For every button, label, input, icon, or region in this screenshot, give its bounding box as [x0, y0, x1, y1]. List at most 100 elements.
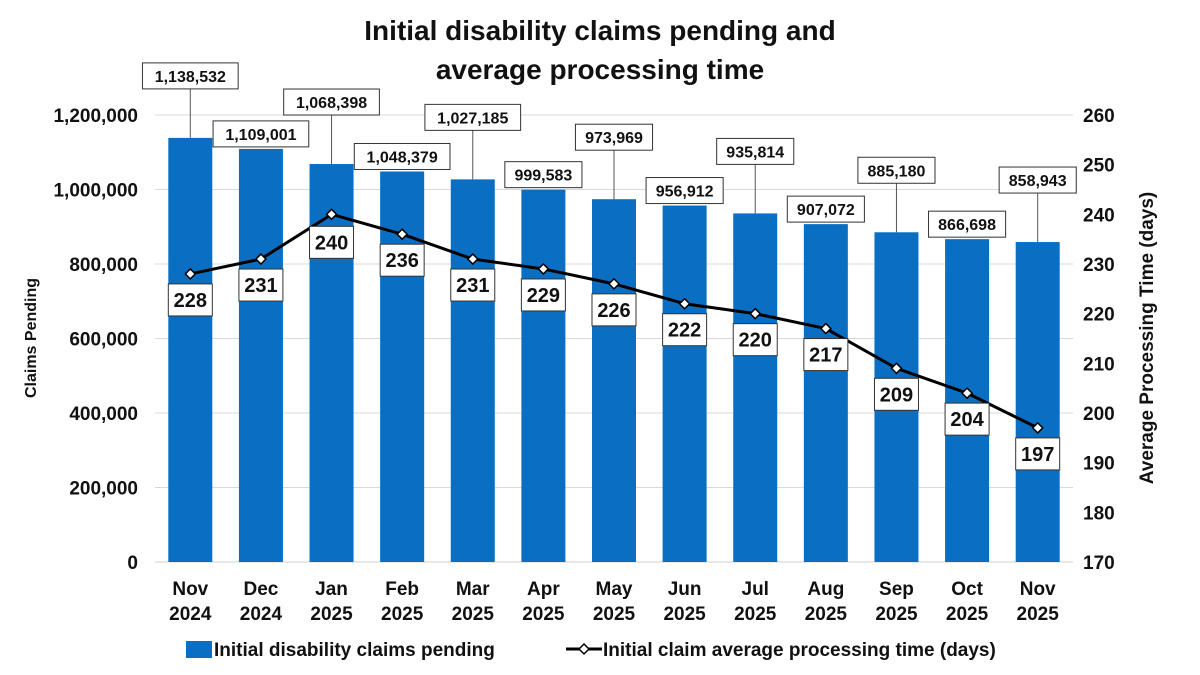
line-point-marker — [184, 267, 197, 280]
legend-line-label: Initial claim average processing time (d… — [603, 640, 996, 661]
y-left-tick-label: 200,000 — [69, 479, 138, 500]
line-data-label: 240 — [315, 232, 348, 254]
y-right-tick-label: 220 — [1083, 305, 1115, 326]
legend-line-marker — [577, 642, 591, 656]
line-data-label: 220 — [739, 330, 772, 352]
bar — [168, 137, 213, 562]
x-tick-label-month: Apr — [527, 579, 560, 600]
bar-label-box — [141, 62, 239, 90]
bar-label-box — [786, 195, 865, 223]
line-point-marker — [537, 262, 550, 276]
x-tick-label-month: Oct — [951, 579, 983, 600]
y-right-tick-label: 260 — [1083, 106, 1115, 127]
y-right-tick-label: 180 — [1083, 503, 1115, 524]
y-left-axis-title: Claims Pending — [23, 278, 40, 398]
bar-data-label: 858,943 — [1009, 173, 1067, 190]
y-right-tick-label: 190 — [1083, 454, 1115, 475]
y-left-tick-label: 400,000 — [69, 404, 138, 425]
line-point-marker — [749, 307, 762, 320]
bar-data-label: 1,027,185 — [437, 110, 508, 127]
x-tick-label-year: 2025 — [1017, 604, 1060, 625]
bar-data-label: 885,180 — [868, 163, 926, 180]
bar-label-box — [645, 177, 724, 205]
y-right-tick-label: 200 — [1083, 404, 1115, 425]
line-data-label: 236 — [385, 250, 418, 272]
x-tick-label-year: 2025 — [805, 604, 848, 625]
bar-data-label: 866,698 — [938, 217, 996, 234]
bar-data-label: 1,138,532 — [155, 69, 226, 86]
bar-label-box — [716, 137, 795, 165]
bar-label-box — [424, 103, 522, 131]
line-label-box — [238, 268, 284, 302]
bar-label-box — [504, 161, 583, 189]
bar-label-box — [857, 156, 936, 184]
x-tick-label-month: Mar — [456, 579, 490, 600]
x-tick-label-month: Dec — [243, 579, 278, 600]
line-label-box — [944, 402, 990, 436]
x-tick-label-year: 2025 — [875, 604, 918, 625]
line-label-box — [803, 338, 849, 372]
x-tick-label-month: Feb — [385, 579, 419, 600]
line-label-box — [379, 243, 425, 277]
y-right-tick-label: 230 — [1083, 255, 1115, 276]
x-tick-label-year: 2025 — [381, 604, 424, 625]
x-tick-label-year: 2025 — [310, 604, 353, 625]
y-right-axis-title: Average Processing Time (days) — [1137, 192, 1158, 485]
x-tick-label-year: 2025 — [593, 604, 636, 625]
x-tick-label-year: 2025 — [452, 604, 495, 625]
bar-data-label: 956,912 — [656, 184, 714, 201]
line-data-label: 209 — [880, 384, 913, 406]
line-point-marker — [1031, 421, 1044, 434]
bar — [592, 199, 636, 563]
line-point-marker — [396, 228, 409, 241]
bar-data-label: 973,969 — [585, 130, 643, 147]
line-data-label: 231 — [456, 275, 489, 297]
bar-data-label: 1,048,379 — [367, 149, 438, 166]
y-right-tick-label: 170 — [1083, 553, 1115, 574]
bar — [238, 148, 283, 562]
line-data-label: 226 — [597, 300, 630, 322]
line-data-label: 222 — [668, 320, 701, 342]
x-tick-label-month: May — [596, 579, 633, 600]
x-tick-label-month: Jul — [742, 579, 769, 600]
y-left-tick-label: 800,000 — [69, 255, 138, 276]
line-label-box — [520, 278, 566, 312]
y-left-tick-label: 1,200,000 — [53, 106, 138, 127]
legend-bar-label: Initial disability claims pending — [214, 640, 495, 661]
line-label-box — [450, 268, 496, 302]
x-tick-label-month: Jun — [668, 579, 702, 600]
line-label-box — [873, 377, 919, 411]
bar-data-label: 999,583 — [514, 168, 572, 185]
y-right-tick-label: 240 — [1083, 205, 1115, 226]
bar — [662, 205, 707, 562]
bar — [733, 213, 778, 562]
bar — [450, 179, 495, 562]
line-point-marker — [961, 387, 974, 400]
line-label-box — [1015, 437, 1061, 471]
line-data-label: 217 — [809, 345, 842, 367]
x-tick-label-year: 2025 — [946, 604, 989, 625]
y-right-tick-label: 210 — [1083, 354, 1115, 375]
x-tick-label-month: Nov — [172, 579, 208, 600]
line-data-label: 229 — [527, 285, 560, 307]
line-label-box — [309, 225, 355, 259]
bar-label-box — [212, 120, 310, 148]
line-point-marker — [466, 252, 479, 266]
bar-data-label: 935,814 — [726, 144, 784, 161]
x-tick-label-year: 2025 — [522, 604, 565, 625]
line-label-box — [591, 293, 637, 327]
x-tick-label-month: Aug — [807, 579, 844, 600]
legend-bar-swatch — [186, 641, 212, 658]
chart-title: Initial disability claims pending and — [364, 15, 835, 46]
line-point-marker — [254, 252, 267, 266]
x-tick-label-month: Jan — [315, 579, 348, 600]
x-tick-label-year: 2025 — [734, 604, 777, 625]
bar-label-box — [928, 210, 1007, 238]
line-data-label: 204 — [950, 409, 984, 431]
x-tick-label-month: Sep — [879, 579, 914, 600]
bar-data-label: 1,068,398 — [296, 95, 367, 112]
bar — [1015, 242, 1060, 562]
x-tick-label-year: 2024 — [240, 604, 283, 625]
bar-data-label: 1,109,001 — [225, 127, 296, 144]
